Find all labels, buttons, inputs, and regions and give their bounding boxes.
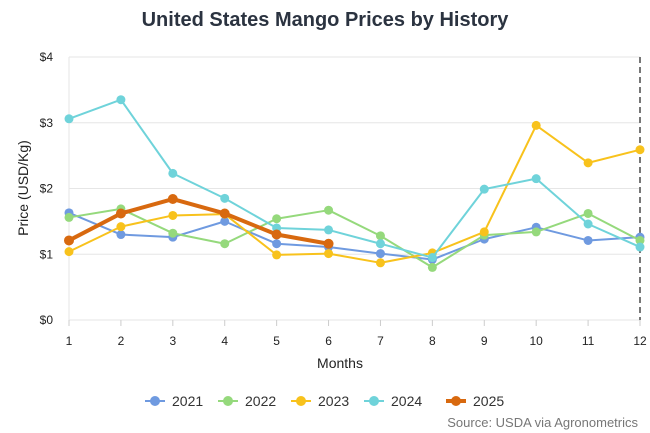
y-tick-label: $1: [40, 247, 54, 261]
data-point-2023[interactable]: [324, 249, 334, 259]
data-point-2025[interactable]: [271, 229, 282, 240]
data-point-2023[interactable]: [479, 227, 489, 237]
series-2022: [64, 204, 645, 272]
series-line-2024: [68, 98, 641, 259]
series-line-2022: [68, 207, 641, 269]
data-point-2023[interactable]: [375, 258, 385, 268]
data-point-2024[interactable]: [427, 253, 437, 263]
series-line-2023: [68, 124, 641, 264]
legend-label: 2023: [318, 393, 349, 409]
y-tick-label: $3: [40, 116, 54, 130]
x-tick-label: 6: [325, 334, 332, 348]
series-2025: [64, 194, 334, 249]
x-tick-label: 3: [169, 334, 176, 348]
data-point-2024[interactable]: [583, 219, 593, 229]
data-point-2021[interactable]: [583, 235, 593, 245]
data-point-2021[interactable]: [220, 216, 230, 226]
x-tick-label: 11: [582, 334, 595, 348]
legend-marker: [369, 396, 379, 406]
legend-item-2022[interactable]: 2022: [218, 393, 276, 409]
data-point-2023[interactable]: [583, 158, 593, 168]
data-point-2025[interactable]: [323, 238, 334, 249]
data-point-2021[interactable]: [272, 239, 282, 249]
data-point-2024[interactable]: [324, 225, 334, 235]
data-point-2023[interactable]: [116, 222, 126, 232]
x-tick-label: 9: [481, 334, 488, 348]
data-point-2024[interactable]: [64, 114, 74, 124]
data-point-2023[interactable]: [272, 250, 282, 260]
data-point-2022[interactable]: [375, 231, 385, 241]
data-point-2022[interactable]: [272, 214, 282, 224]
data-point-2022[interactable]: [220, 239, 230, 249]
x-tick-label: 10: [530, 334, 544, 348]
legend-marker: [223, 396, 233, 406]
x-tick-label: 7: [377, 334, 384, 348]
data-point-2025[interactable]: [167, 194, 178, 205]
series-2023: [64, 120, 645, 268]
data-point-2022[interactable]: [324, 205, 334, 215]
series-lines: [64, 95, 645, 272]
x-tick-label: 5: [273, 334, 280, 348]
gridlines: [68, 56, 640, 321]
legend-item-2024[interactable]: 2024: [364, 393, 422, 409]
chart-title: United States Mango Prices by History: [142, 9, 510, 31]
legend-label: 2024: [391, 393, 422, 409]
y-axis-label: Price (USD/Kg): [15, 140, 31, 236]
data-point-2024[interactable]: [220, 193, 230, 203]
y-tick-label: $4: [40, 50, 54, 64]
x-axis-label: Months: [317, 355, 363, 371]
x-axis-ticks: 1 2 3 4 5 6 7 8 9 10 11 12: [66, 320, 647, 348]
data-point-2024[interactable]: [116, 95, 126, 105]
legend-item-2021[interactable]: 2021: [145, 393, 203, 409]
data-point-2023[interactable]: [168, 210, 178, 220]
data-point-2024[interactable]: [531, 174, 541, 184]
series-line-2025: [67, 197, 331, 246]
legend-label: 2021: [172, 393, 203, 409]
series-2024: [64, 95, 645, 263]
data-point-2024[interactable]: [168, 168, 178, 178]
legend-label: 2025: [473, 393, 504, 409]
data-point-2021[interactable]: [375, 249, 385, 259]
data-point-2024[interactable]: [635, 242, 645, 252]
data-point-2022[interactable]: [427, 262, 437, 272]
data-point-2021[interactable]: [116, 230, 126, 240]
data-point-2022[interactable]: [168, 228, 178, 238]
data-point-2022[interactable]: [531, 227, 541, 237]
data-point-2025[interactable]: [219, 208, 230, 219]
data-point-2023[interactable]: [531, 120, 541, 130]
y-tick-label: $0: [40, 313, 54, 327]
legend-item-2025[interactable]: 2025: [446, 393, 504, 409]
data-point-2023[interactable]: [64, 247, 74, 257]
x-tick-label: 2: [118, 334, 125, 348]
x-tick-label: 8: [429, 334, 436, 348]
x-tick-label: 1: [66, 334, 73, 348]
y-tick-label: $2: [40, 182, 54, 196]
y-axis-ticks: $0 $1 $2 $3 $4: [40, 50, 54, 327]
legend-marker: [296, 396, 306, 406]
data-point-2024[interactable]: [479, 184, 489, 194]
legend-marker: [451, 396, 461, 406]
data-point-2022[interactable]: [635, 235, 645, 245]
data-point-2024[interactable]: [375, 239, 385, 249]
source-note: Source: USDA via Agronometrics: [447, 415, 638, 430]
legend[interactable]: 2021 2022 2023 2024 2025: [145, 393, 504, 409]
legend-item-2023[interactable]: 2023: [291, 393, 349, 409]
data-point-2022[interactable]: [583, 208, 593, 218]
data-point-2022[interactable]: [64, 212, 74, 222]
legend-label: 2022: [245, 393, 276, 409]
x-tick-label: 4: [221, 334, 228, 348]
data-point-2023[interactable]: [635, 145, 645, 155]
x-tick-label: 12: [633, 334, 647, 348]
legend-marker: [150, 396, 160, 406]
data-point-2025[interactable]: [64, 235, 74, 246]
data-point-2025[interactable]: [115, 208, 126, 219]
